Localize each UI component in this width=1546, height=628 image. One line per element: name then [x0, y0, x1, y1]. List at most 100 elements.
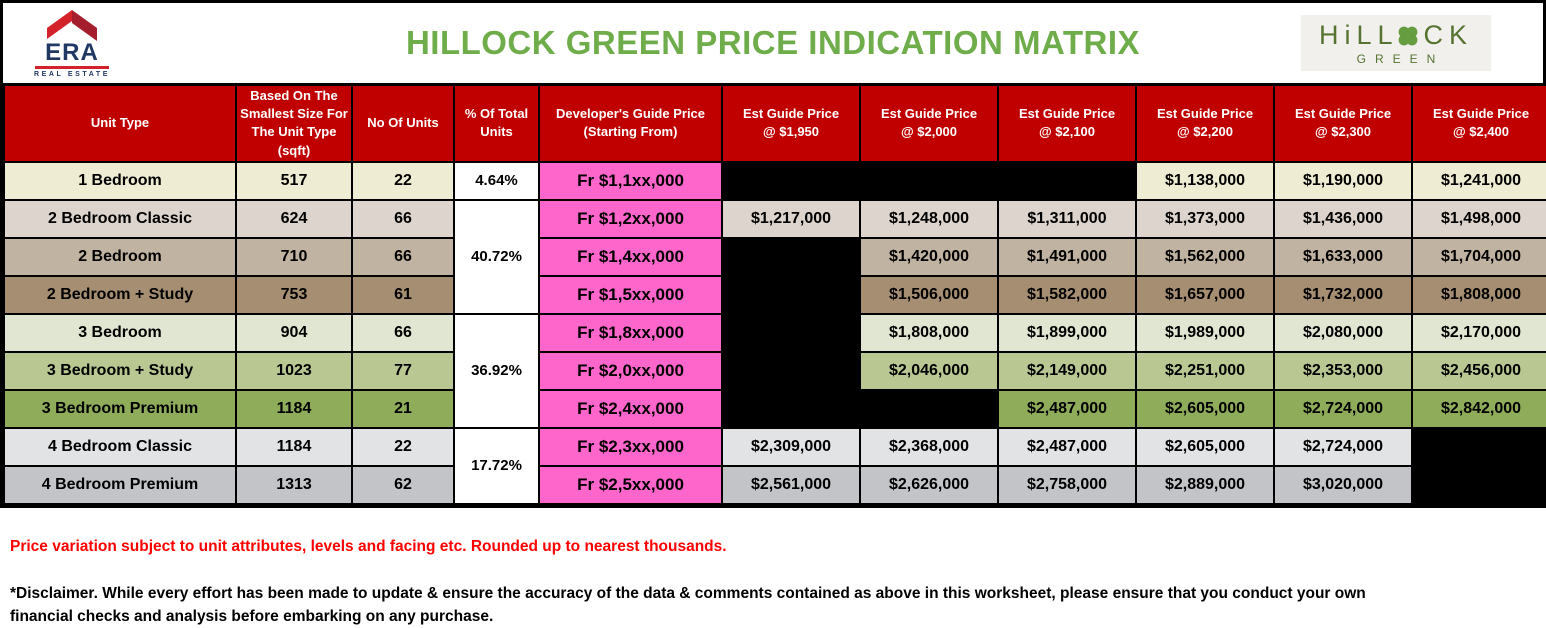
cell-size: 517	[235, 160, 353, 201]
table-row: 2 Bedroom 710 66 Fr $1,4xx,000 $1,420,00…	[3, 236, 1546, 277]
table-row: 3 Bedroom Premium 1184 21 Fr $2,4xx,000 …	[3, 388, 1546, 429]
era-wordmark: ERA	[45, 39, 99, 66]
cell-est-price: $2,487,000	[997, 388, 1137, 429]
cell-unit-type: 3 Bedroom + Study	[3, 350, 237, 391]
cell-guide-price: Fr $2,3xx,000	[538, 426, 723, 467]
cell-guide-price: Fr $2,0xx,000	[538, 350, 723, 391]
cell-est-price: $1,633,000	[1273, 236, 1413, 277]
cell-unit-type: 3 Bedroom	[3, 312, 237, 353]
cell-est-price: $2,889,000	[1135, 464, 1275, 505]
cell-size: 624	[235, 198, 353, 239]
cell-blackout	[721, 236, 861, 277]
cell-blackout	[721, 388, 999, 429]
col-header-guide-price: Developer's Guide Price (Starting From)	[538, 83, 723, 163]
col-header-est-2100: Est Guide Price @ $2,100	[997, 83, 1137, 163]
cell-guide-price: Fr $1,1xx,000	[538, 160, 723, 201]
cell-blackout	[721, 350, 861, 391]
cell-est-price: $2,080,000	[1273, 312, 1413, 353]
cell-est-price: $2,046,000	[859, 350, 999, 391]
cell-est-price: $1,506,000	[859, 274, 999, 315]
cell-units: 66	[351, 312, 455, 353]
cell-blackout	[1411, 464, 1546, 505]
table-row: 3 Bedroom 904 66 36.92% Fr $1,8xx,000 $1…	[3, 312, 1546, 429]
cell-guide-price: Fr $1,8xx,000	[538, 312, 723, 353]
cell-est-price: $1,217,000	[721, 198, 861, 239]
cell-est-price: $1,190,000	[1273, 160, 1413, 201]
table-row: 2 Bedroom + Study 753 61 Fr $1,5xx,000 $…	[3, 274, 1546, 315]
cell-size: 1023	[235, 350, 353, 391]
header-band: ERA REAL ESTATE HILLOCK GREEN PRICE INDI…	[3, 3, 1543, 83]
cell-est-price: $2,251,000	[1135, 350, 1275, 391]
cell-est-price: $2,842,000	[1411, 388, 1546, 429]
cell-est-price: $1,436,000	[1273, 198, 1413, 239]
era-divider	[35, 66, 109, 69]
cell-size: 1184	[235, 426, 353, 467]
clover-icon	[1399, 26, 1418, 46]
cell-units: 62	[351, 464, 455, 505]
cell-est-price: $1,248,000	[859, 198, 999, 239]
cell-est-price: $1,899,000	[997, 312, 1137, 353]
cell-unit-type: 3 Bedroom Premium	[3, 388, 237, 429]
cell-blackout	[721, 274, 861, 315]
cell-unit-type: 2 Bedroom	[3, 236, 237, 277]
col-header-est-2400: Est Guide Price @ $2,400	[1411, 83, 1546, 163]
cell-unit-type: 2 Bedroom Classic	[3, 198, 237, 239]
cell-est-price: $1,491,000	[997, 236, 1137, 277]
cell-size: 1313	[235, 464, 353, 505]
cell-est-price: $1,241,000	[1411, 160, 1546, 201]
cell-unit-type: 4 Bedroom Premium	[3, 464, 237, 505]
cell-est-price: $2,309,000	[721, 426, 861, 467]
cell-units: 22	[351, 160, 455, 201]
hillock-green-logo: HiLL CK GREEN	[1300, 15, 1491, 71]
col-header-unit-type: Unit Type	[3, 83, 237, 163]
table-row: 4 Bedroom Premium 1313 62 Fr $2,5xx,000 …	[3, 464, 1546, 505]
cell-est-price: $2,724,000	[1273, 388, 1413, 429]
cell-est-price: $1,808,000	[1411, 274, 1546, 315]
cell-est-price: $1,498,000	[1411, 198, 1546, 239]
col-header-est-1950: Est Guide Price @ $1,950	[721, 83, 861, 163]
price-variation-note: Price variation subject to unit attribut…	[10, 537, 727, 555]
table-row: 1 Bedroom 517 22 4.64% Fr $1,1xx,000 $1,…	[3, 160, 1546, 201]
table-row: 4 Bedroom Classic 1184 22 17.72% Fr $2,3…	[3, 426, 1546, 505]
cell-est-price: $1,704,000	[1411, 236, 1546, 277]
cell-est-price: $1,582,000	[997, 274, 1137, 315]
cell-est-price: $1,562,000	[1135, 236, 1275, 277]
page-title: HILLOCK GREEN PRICE INDICATION MATRIX	[405, 24, 1141, 61]
header-row: Unit Type Based On The Smallest Size For…	[3, 83, 1546, 163]
table-row: 2 Bedroom Classic 624 66 40.72% Fr $1,2x…	[3, 198, 1546, 315]
disclaimer: *Disclaimer. While every effort has been…	[10, 584, 1366, 625]
cell-units: 21	[351, 388, 455, 429]
era-house-icon	[47, 10, 97, 41]
cell-est-price: $2,456,000	[1411, 350, 1546, 391]
cell-units: 66	[351, 198, 455, 239]
cell-est-price: $3,020,000	[1273, 464, 1413, 505]
cell-blackout	[721, 160, 1137, 201]
cell-guide-price: Fr $1,4xx,000	[538, 236, 723, 277]
cell-guide-price: Fr $1,5xx,000	[538, 274, 723, 315]
hillock-word-end: CK	[1423, 20, 1473, 50]
cell-unit-type: 1 Bedroom	[3, 160, 237, 201]
cell-units: 66	[351, 236, 455, 277]
cell-est-price: $2,605,000	[1135, 426, 1275, 467]
col-header-est-2000: Est Guide Price @ $2,000	[859, 83, 999, 163]
cell-size: 710	[235, 236, 353, 277]
worksheet: ERA REAL ESTATE HILLOCK GREEN PRICE INDI…	[0, 0, 1546, 508]
cell-unit-type: 4 Bedroom Classic	[3, 426, 237, 467]
hillock-word-start: HiLL	[1318, 20, 1399, 50]
cell-est-price: $2,724,000	[1273, 426, 1413, 467]
price-matrix-table: Unit Type Based On The Smallest Size For…	[3, 83, 1546, 505]
hillock-wordmark: HiLL CK	[1318, 20, 1473, 51]
cell-est-price: $2,626,000	[859, 464, 999, 505]
cell-unit-type: 2 Bedroom + Study	[3, 274, 237, 315]
era-tagline: REAL ESTATE	[33, 71, 111, 78]
cell-est-price: $1,138,000	[1135, 160, 1275, 201]
col-header-size: Based On The Smallest Size For The Unit …	[235, 83, 353, 163]
cell-est-price: $1,420,000	[859, 236, 999, 277]
cell-guide-price: Fr $1,2xx,000	[538, 198, 723, 239]
era-logo: ERA REAL ESTATE	[27, 9, 117, 78]
table-row: 3 Bedroom + Study 1023 77 Fr $2,0xx,000 …	[3, 350, 1546, 391]
col-header-no-of-units: No Of Units	[351, 83, 455, 163]
col-header-est-2200: Est Guide Price @ $2,200	[1135, 83, 1275, 163]
hillock-subtitle: GREEN	[1356, 51, 1445, 66]
col-header-pct-of-total: % Of Total Units	[453, 83, 540, 163]
